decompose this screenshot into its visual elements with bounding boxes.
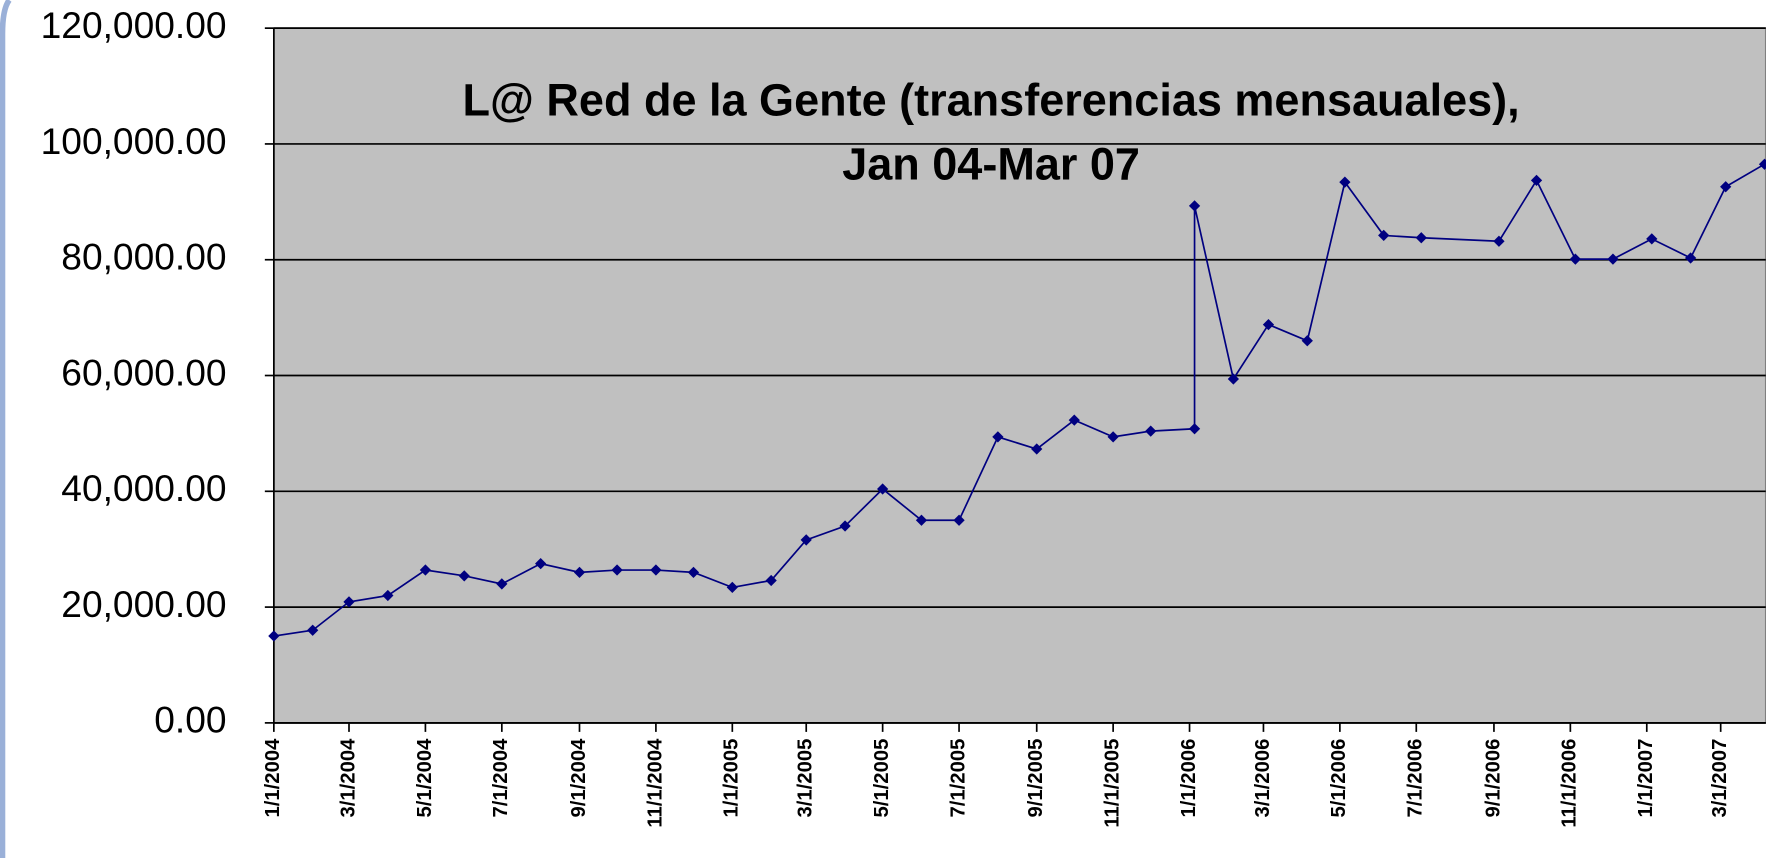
series-line xyxy=(273,163,1765,637)
data-point xyxy=(419,564,432,576)
y-tick-label: 0.00 xyxy=(154,699,226,741)
x-tick-label: 11/1/2005 xyxy=(1101,739,1123,828)
data-point xyxy=(726,581,738,594)
y-tick-label: 100,000.00 xyxy=(41,120,227,162)
x-tick-label: 3/1/2004 xyxy=(337,738,359,818)
y-tick-label: 20,000.00 xyxy=(61,583,226,625)
data-point xyxy=(1262,318,1275,331)
x-tick-label: 1/1/2005 xyxy=(721,739,743,818)
data-point xyxy=(1493,235,1505,247)
data-point xyxy=(765,574,777,587)
data-point xyxy=(1188,423,1201,435)
data-point xyxy=(268,630,280,642)
y-tick-label: 120,000.00 xyxy=(41,4,227,46)
x-tick-label: 3/1/2006 xyxy=(1252,739,1274,818)
x-tick-label: 1/1/2007 xyxy=(1635,739,1657,818)
data-point xyxy=(1720,181,1732,193)
data-point xyxy=(1068,414,1080,426)
data-point xyxy=(1339,176,1351,188)
x-tick-label: 3/1/2005 xyxy=(795,739,817,818)
x-tick-label: 3/1/2007 xyxy=(1709,739,1731,818)
data-point xyxy=(877,483,889,495)
x-tick-label: 7/1/2006 xyxy=(1405,739,1427,818)
x-tick-label: 7/1/2005 xyxy=(947,739,969,818)
x-tick-label: 1/1/2004 xyxy=(262,738,284,818)
x-tick-label: 9/1/2006 xyxy=(1482,739,1504,818)
data-point xyxy=(1758,158,1766,170)
data-point xyxy=(992,431,1004,443)
y-tick-label: 60,000.00 xyxy=(61,351,226,393)
x-tick-label: 11/1/2006 xyxy=(1559,739,1581,828)
data-point xyxy=(1684,252,1697,264)
data-point xyxy=(650,564,662,576)
data-point xyxy=(343,596,355,608)
data-point xyxy=(1301,335,1313,347)
data-point xyxy=(458,570,470,582)
data-point xyxy=(1646,233,1658,245)
data-point xyxy=(573,566,586,578)
data-point xyxy=(1569,253,1581,265)
x-tick-label: 9/1/2005 xyxy=(1025,739,1047,818)
x-tick-label: 5/1/2006 xyxy=(1328,739,1350,818)
data-point xyxy=(496,578,508,590)
chart-title: L@ Red de la Gente (transferencias mensa… xyxy=(463,74,1520,125)
chart-title: Jan 04-Mar 07 xyxy=(842,139,1140,190)
slide-frame xyxy=(0,0,12,858)
y-tick-label: 40,000.00 xyxy=(61,467,226,509)
data-point xyxy=(1227,373,1240,385)
x-tick-label: 1/1/2006 xyxy=(1178,739,1200,818)
x-tick-label: 7/1/2004 xyxy=(490,738,512,818)
y-tick-label: 80,000.00 xyxy=(61,236,226,278)
x-tick-label: 5/1/2004 xyxy=(414,738,436,818)
x-tick-label: 9/1/2004 xyxy=(568,738,590,818)
x-tick-label: 5/1/2005 xyxy=(871,739,893,818)
x-tick-label: 11/1/2004 xyxy=(644,738,666,828)
data-point xyxy=(1031,443,1043,455)
